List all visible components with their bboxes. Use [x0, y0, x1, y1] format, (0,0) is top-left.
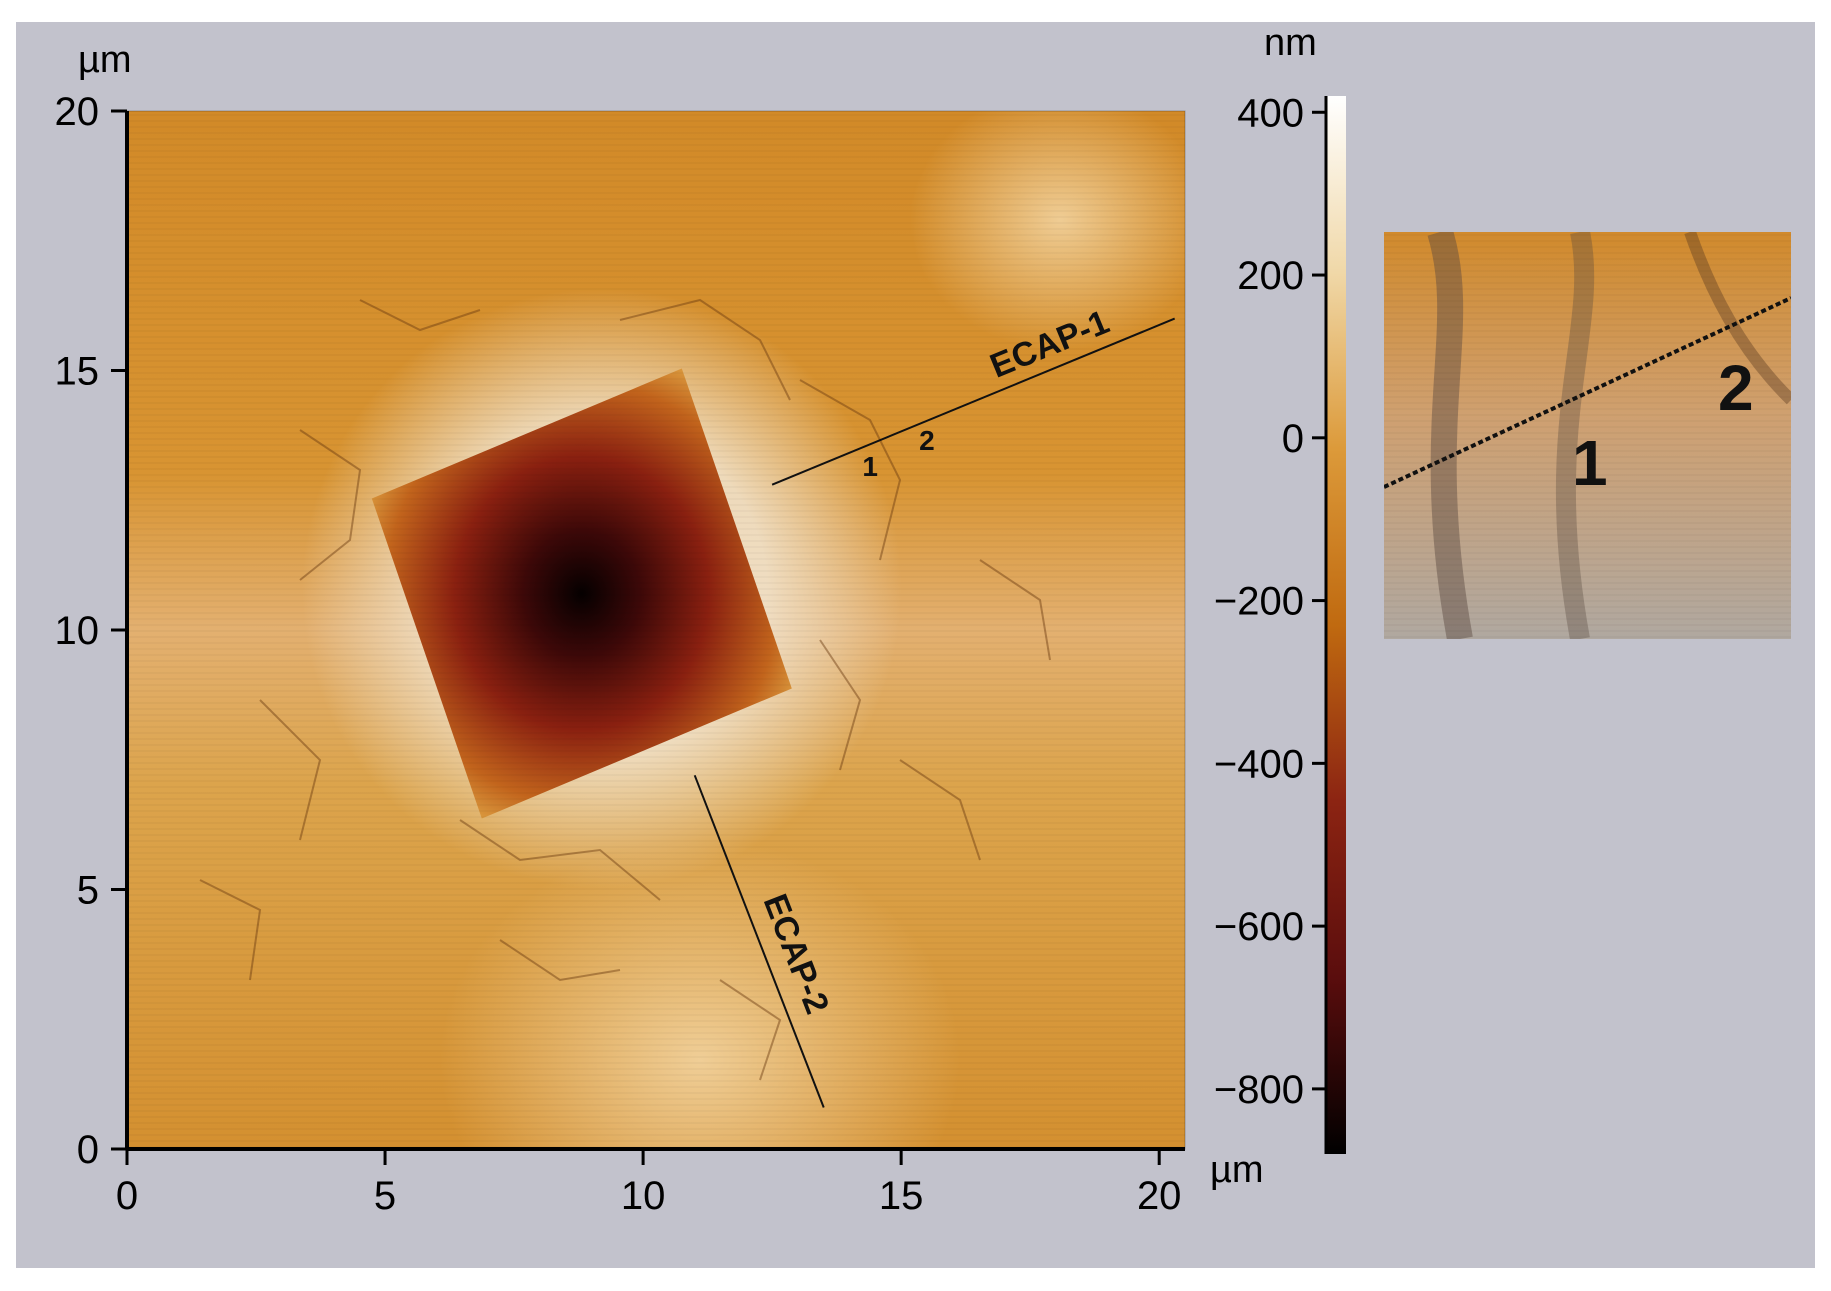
- point-labels: 12: [862, 425, 934, 482]
- colorbar-tick-label: 200: [1237, 254, 1304, 298]
- y-tick-label: 15: [55, 350, 100, 394]
- x-tick-label: 0: [116, 1174, 138, 1218]
- y-tick-label: 5: [77, 869, 99, 913]
- point-label-1: 1: [862, 451, 878, 482]
- colorbar-tick-label: 400: [1237, 91, 1304, 135]
- colorbar-tick-label: −400: [1214, 742, 1304, 786]
- inset-scan-texture: [1384, 232, 1791, 639]
- point-label-2: 2: [919, 425, 935, 456]
- zoom-inset: 1 2: [1384, 232, 1791, 639]
- x-tick-label: 20: [1137, 1174, 1182, 1218]
- x-tick-label: 5: [374, 1174, 396, 1218]
- y-tick-label: 0: [77, 1128, 99, 1172]
- colorbar-ticks: 400 200 0 −200 −400 −600 −800: [1214, 91, 1326, 1112]
- colorbar-tick-label: −200: [1214, 580, 1304, 624]
- y-tick-label: 20: [55, 90, 100, 134]
- x-axis-ticks: 0 5 10 15 20: [116, 1149, 1182, 1218]
- x-tick-label: 15: [879, 1174, 924, 1218]
- y-tick-label: 10: [55, 609, 100, 653]
- y-axis-ticks: 0 5 10 15 20: [55, 90, 127, 1172]
- colorbar-tick-label: −600: [1214, 905, 1304, 949]
- colorbar-gradient: [1326, 96, 1346, 1154]
- profile-line-2: [693, 774, 825, 1108]
- colorbar-tick-label: −800: [1214, 1068, 1304, 1112]
- height-colorbar: 400 200 0 −200 −400 −600 −800 nm: [1214, 22, 1346, 1154]
- x-tick-label: 10: [621, 1174, 666, 1218]
- y-axis-unit: µm: [78, 39, 132, 81]
- map-axes: 0 5 10 15 20 0 5 10 15 20 µm µm: [55, 39, 1264, 1218]
- x-axis-unit: µm: [1210, 1149, 1264, 1191]
- profile-line-1: [771, 317, 1176, 486]
- scan-line-texture: [127, 111, 1185, 1149]
- inset-point-2-label: 2: [1718, 352, 1754, 424]
- colorbar-tick-label: 0: [1282, 417, 1304, 461]
- colorbar-unit: nm: [1264, 22, 1317, 64]
- inset-point-1-label: 1: [1572, 427, 1608, 499]
